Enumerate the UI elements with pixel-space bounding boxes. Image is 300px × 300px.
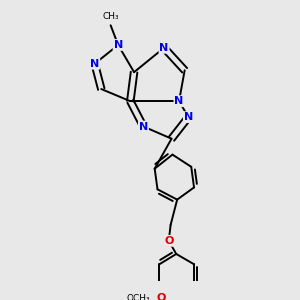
Text: N: N	[174, 96, 184, 106]
Text: CH₃: CH₃	[102, 12, 119, 21]
Text: N: N	[139, 122, 148, 131]
Text: O: O	[164, 236, 173, 246]
Text: N: N	[113, 40, 123, 50]
Text: N: N	[90, 59, 99, 69]
Text: N: N	[184, 112, 193, 122]
Text: OCH₃: OCH₃	[126, 293, 150, 300]
Text: N: N	[159, 43, 169, 53]
Text: O: O	[157, 293, 166, 300]
